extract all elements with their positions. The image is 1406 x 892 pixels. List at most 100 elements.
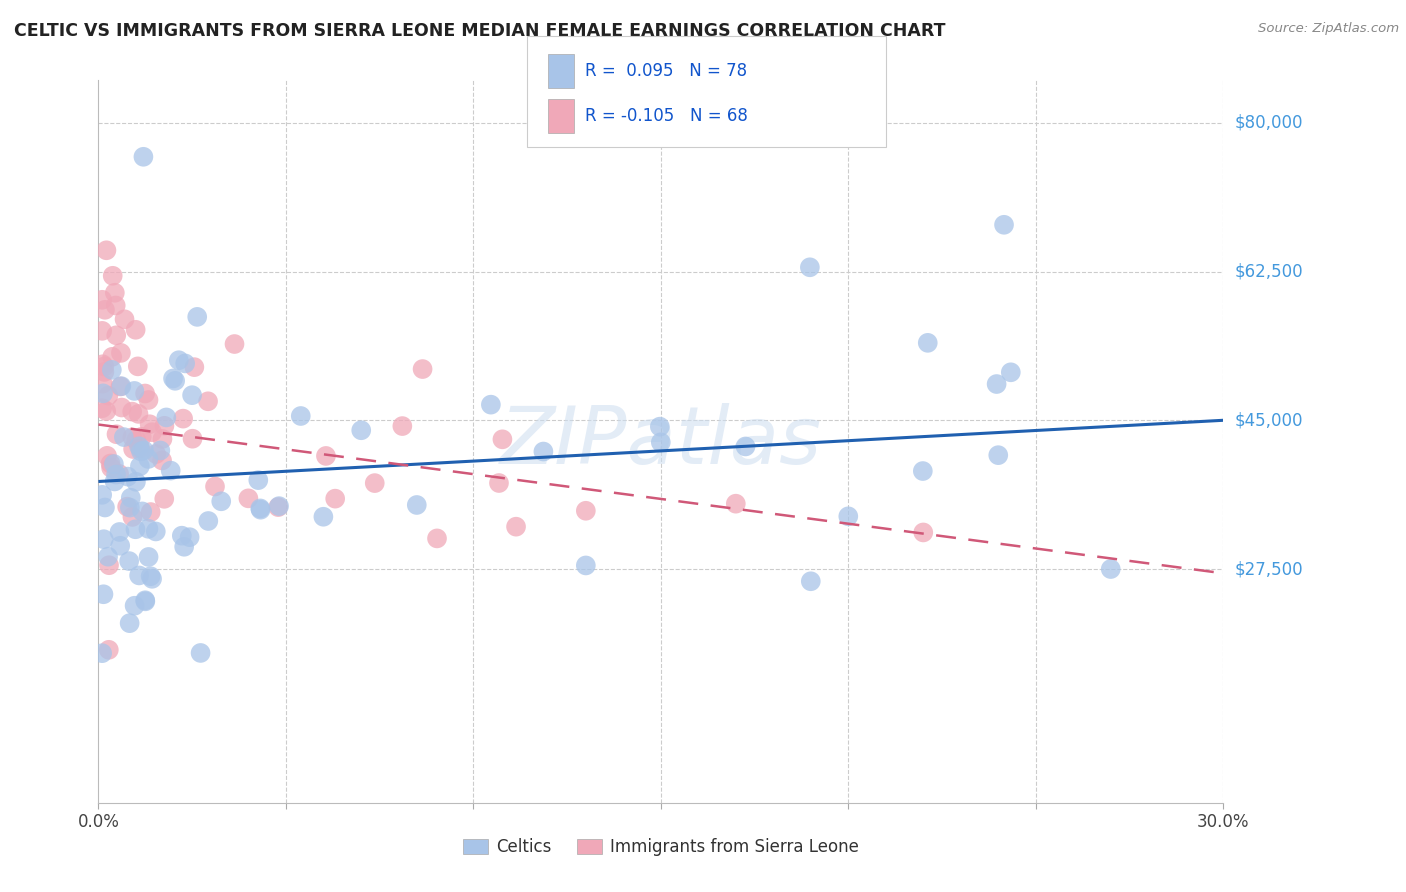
Point — [315, 449, 337, 463]
Point — [94, 302, 117, 317]
Point — [129, 444, 152, 458]
Point — [153, 418, 176, 433]
Point — [152, 432, 174, 446]
Point — [131, 430, 153, 444]
Point — [190, 646, 212, 660]
Point — [129, 442, 152, 456]
Point — [105, 328, 128, 343]
Point — [134, 593, 156, 607]
Point — [105, 467, 128, 482]
Point — [100, 460, 122, 475]
Point — [987, 448, 1010, 462]
Point — [648, 419, 671, 434]
Point — [104, 475, 127, 489]
Point — [734, 439, 756, 453]
Point — [209, 494, 232, 508]
Point — [155, 410, 177, 425]
Point — [174, 356, 197, 370]
Point — [141, 572, 163, 586]
Point — [491, 433, 513, 447]
Point — [127, 359, 149, 374]
Point — [350, 423, 373, 437]
Point — [124, 323, 146, 337]
Point — [91, 488, 114, 502]
Point — [124, 522, 146, 536]
Point — [96, 404, 118, 418]
Point — [118, 500, 141, 515]
Point — [101, 363, 124, 377]
Point — [172, 411, 194, 425]
Point — [108, 524, 131, 539]
Point — [132, 443, 155, 458]
Point — [917, 335, 939, 350]
Point — [134, 594, 156, 608]
Point — [186, 310, 208, 324]
Text: ZIPatlas: ZIPatlas — [499, 402, 823, 481]
Point — [531, 444, 554, 458]
Point — [91, 401, 114, 416]
Point — [724, 497, 747, 511]
Point — [124, 384, 146, 398]
Point — [145, 447, 167, 461]
Point — [132, 150, 155, 164]
Point — [93, 587, 115, 601]
Point — [505, 519, 527, 533]
Point — [800, 574, 823, 589]
Point — [183, 360, 205, 375]
Text: R =  0.095   N = 78: R = 0.095 N = 78 — [585, 62, 747, 80]
Point — [1000, 365, 1022, 379]
Point — [91, 293, 114, 307]
Point — [103, 457, 125, 471]
Point — [124, 599, 146, 613]
Text: $62,500: $62,500 — [1234, 262, 1303, 281]
Point — [426, 532, 449, 546]
Point — [139, 569, 162, 583]
Point — [121, 510, 143, 524]
Point — [91, 376, 114, 391]
Legend: Celtics, Immigrants from Sierra Leone: Celtics, Immigrants from Sierra Leone — [456, 831, 866, 863]
Text: Source: ZipAtlas.com: Source: ZipAtlas.com — [1258, 22, 1399, 36]
Point — [179, 530, 201, 544]
Point — [799, 260, 821, 275]
Point — [181, 388, 204, 402]
Point — [110, 346, 132, 360]
Point — [108, 467, 131, 481]
Point — [128, 439, 150, 453]
Point — [173, 540, 195, 554]
Point — [128, 459, 150, 474]
Point — [104, 285, 127, 300]
Point — [267, 500, 290, 515]
Point — [127, 407, 149, 421]
Point — [575, 558, 598, 573]
Text: R = -0.105   N = 68: R = -0.105 N = 68 — [585, 107, 748, 125]
Point — [364, 476, 387, 491]
Point — [122, 442, 145, 456]
Point — [125, 475, 148, 489]
Point — [149, 443, 172, 458]
Point — [93, 532, 115, 546]
Point — [101, 268, 124, 283]
Point — [91, 386, 114, 401]
Point — [97, 549, 120, 564]
Point — [105, 427, 128, 442]
Point — [91, 646, 114, 660]
Point — [110, 539, 132, 553]
Point — [141, 425, 163, 440]
Point — [115, 500, 138, 514]
Point — [162, 371, 184, 385]
Point — [165, 374, 187, 388]
Point — [145, 524, 167, 539]
Point — [96, 244, 118, 258]
Point — [138, 522, 160, 536]
Point — [837, 509, 859, 524]
Point — [131, 504, 153, 518]
Point — [139, 505, 162, 519]
Point — [128, 568, 150, 582]
Point — [98, 558, 121, 573]
Point — [110, 379, 132, 393]
Point — [1099, 562, 1122, 576]
Point — [993, 218, 1015, 232]
Point — [170, 529, 193, 543]
Point — [150, 453, 173, 467]
Point — [249, 502, 271, 516]
